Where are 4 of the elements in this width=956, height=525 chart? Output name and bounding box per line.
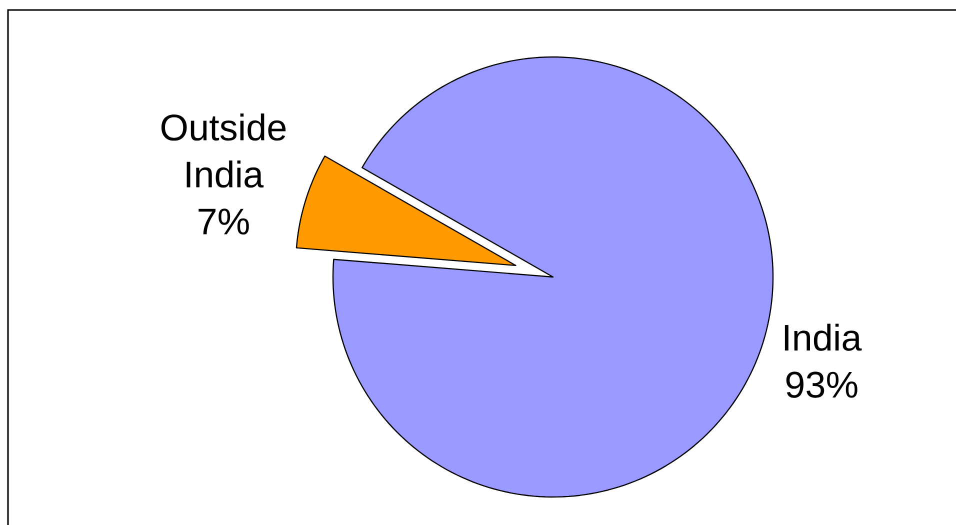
data-label: 93% <box>786 372 858 398</box>
data-label: 7% <box>198 208 249 235</box>
slice-label: India <box>784 324 862 351</box>
slice-label: Outside India <box>161 114 286 188</box>
